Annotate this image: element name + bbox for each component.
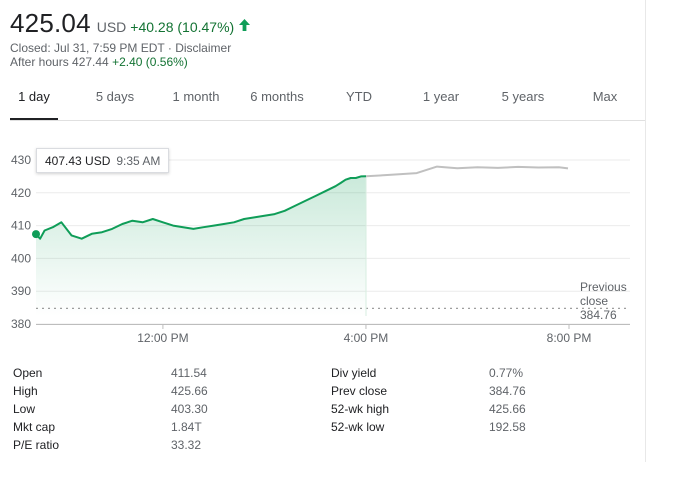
disclaimer-link[interactable]: Disclaimer (175, 41, 232, 55)
tab-5-years[interactable]: 5 years (495, 84, 551, 120)
after-hours-price: After hours 427.44 (10, 55, 113, 69)
stat-value: 384.76 (489, 384, 526, 398)
range-tabs: 1 day 5 days 1 month 6 months YTD 1 year… (10, 84, 630, 120)
previous-close-line1: Previous (580, 280, 627, 294)
price-row: 425.04 USD +40.28 (10.47%) (10, 8, 251, 39)
x-tick-label: 12:00 PM (137, 331, 188, 345)
after-hours-line: After hours 427.44 +2.40 (0.56%) (10, 55, 250, 69)
closed-status-text: Closed: Jul 31, 7:59 PM EDT · (10, 41, 176, 55)
x-tick-label: 8:00 PM (547, 331, 592, 345)
stat-value: 1.84T (171, 420, 202, 434)
previous-close-value: 384.76 (580, 308, 617, 322)
stat-value: 425.66 (489, 402, 526, 416)
market-status-line: Closed: Jul 31, 7:59 PM EDT · Disclaimer (10, 41, 250, 55)
tab-1-month[interactable]: 1 month (167, 84, 225, 120)
stat-label: High (13, 384, 38, 398)
tabs-divider (10, 120, 645, 121)
tab-max[interactable]: Max (588, 84, 622, 120)
tab-label: 1 year (422, 89, 460, 104)
tab-5-days[interactable]: 5 days (90, 84, 140, 120)
regular-session-line (35, 175, 367, 240)
quote-header: 425.04 USD +40.28 (10.47%) Closed: Jul 3… (10, 8, 251, 69)
stat-label: Low (13, 402, 36, 416)
stat-label: 52-wk low (331, 420, 385, 434)
y-tick-label: 400 (11, 251, 31, 265)
stats-row-low: Low 403.30 52-wk high 425.66 (13, 402, 573, 420)
stat-label: Div yield (331, 366, 377, 380)
tooltip-price: 407.43 USD (45, 153, 111, 168)
previous-close-line2: close (580, 294, 609, 308)
stat-value: 33.32 (171, 438, 202, 452)
regular-session-area (36, 176, 366, 316)
tab-label: YTD (346, 89, 372, 104)
stat-value: 425.66 (171, 384, 208, 398)
after-hours-line (365, 165, 569, 178)
stat-label: Mkt cap (13, 420, 56, 434)
tab-label: 6 months (250, 89, 304, 104)
stat-label: P/E ratio (13, 438, 60, 452)
y-tick-label: 380 (11, 317, 31, 331)
tab-label: Max (592, 89, 618, 104)
panel-right-border (645, 0, 646, 462)
hover-point (32, 230, 40, 239)
stat-value: 192.58 (489, 420, 526, 434)
stats-row-open: Open 411.54 Div yield 0.77% (13, 366, 573, 384)
tab-label: 5 years (501, 89, 545, 104)
after-hours-change: +2.40 (0.56%) (112, 55, 188, 69)
stats-row-pe-ratio: P/E ratio 33.32 (13, 438, 573, 456)
price-change: +40.28 (10.47%) (130, 19, 235, 35)
y-tick-label: 430 (11, 153, 31, 167)
stat-label: 52-wk high (331, 402, 390, 416)
stat-value: 411.54 (171, 366, 207, 380)
y-tick-label: 410 (11, 219, 31, 233)
tab-1-year[interactable]: 1 year (417, 84, 465, 120)
tab-label: 1 month (172, 89, 220, 104)
tab-label: 5 days (95, 89, 135, 104)
tab-label: 1 day (18, 89, 50, 104)
y-tick-label: 420 (11, 186, 31, 200)
hover-tooltip: 407.43 USD 9:35 AM (36, 148, 170, 173)
arrow-up-icon (239, 18, 251, 36)
stat-value: 403.30 (171, 402, 208, 416)
tab-1-day[interactable]: 1 day (10, 84, 58, 120)
stat-value: 0.77% (489, 366, 524, 380)
x-tick-label: 4:00 PM (344, 331, 389, 345)
current-price: 425.04 (10, 8, 91, 38)
stats-row-mkt-cap: Mkt cap 1.84T 52-wk low 192.58 (13, 420, 573, 438)
tooltip-time: 9:35 AM (116, 153, 161, 168)
tab-ytd[interactable]: YTD (340, 84, 378, 120)
y-tick-label: 390 (11, 284, 31, 298)
stat-label: Open (13, 366, 43, 380)
previous-close-label: Previous close 384.76 (580, 280, 627, 322)
key-stats-table: Open 411.54 Div yield 0.77% High 425.66 … (13, 366, 573, 456)
tab-6-months[interactable]: 6 months (246, 84, 308, 120)
stats-row-high: High 425.66 Prev close 384.76 (13, 384, 573, 402)
currency-code: USD (96, 19, 127, 35)
stat-label: Prev close (331, 384, 388, 398)
